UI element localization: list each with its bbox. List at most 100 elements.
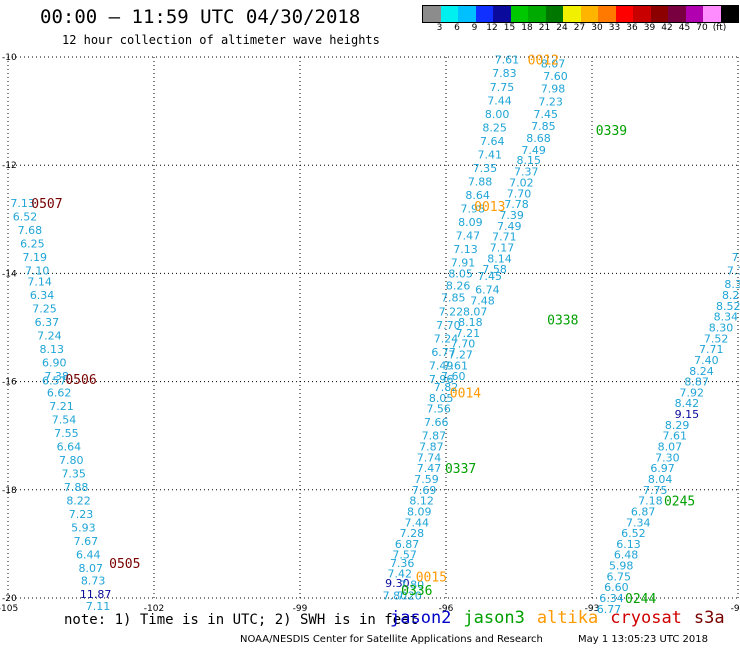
wave-height-label: 6.87 (395, 538, 420, 551)
track-label: 0336 (401, 584, 432, 599)
wave-height-label: 6.37 (35, 316, 60, 329)
wave-height-label: 7.92 (680, 386, 705, 399)
wave-height-label: 7.57 (392, 549, 417, 562)
color-scale-label: 12 (486, 23, 498, 33)
wave-height-label: 8.09 (407, 505, 432, 518)
y-tick-label: -18 (2, 486, 17, 496)
wave-height-label: 8.18 (458, 316, 483, 329)
wave-height-label: 7.49 (497, 220, 522, 233)
color-scale-label: 33 (608, 23, 621, 33)
wave-height-label: 7.24 (434, 332, 459, 345)
wave-height-label: 8.24 (689, 365, 714, 378)
wave-height-label: 7.70 (507, 187, 532, 200)
wave-height-label: 7.44 (487, 94, 512, 107)
wave-height-label: 7.71 (699, 343, 724, 356)
wave-height-label: 7.39 (499, 209, 524, 222)
track-label: 0245 (664, 495, 695, 510)
wave-height-label: 7.24 (37, 330, 62, 343)
wave-height-label: 8.26 (446, 279, 471, 292)
wave-height-label: 8.22 (66, 495, 91, 508)
color-scale-box (528, 6, 546, 22)
wave-height-label: 7.30 (655, 451, 680, 464)
wave-height-label: 8.2 (722, 289, 740, 302)
wave-height-label: 6.25 (20, 238, 45, 251)
wave-height-label: 6.75 (607, 570, 632, 583)
wave-height-label: 8.30 (709, 322, 734, 335)
wave-height-label: 7.44 (405, 516, 430, 529)
wave-height-label: 8.34 (714, 311, 739, 324)
wave-height-label: 6.48 (614, 549, 639, 562)
wave-height-label: 8.00 (485, 108, 510, 121)
wave-height-label: 8.07 (463, 305, 488, 318)
wave-height-label: 8.87 (684, 376, 709, 389)
wave-height-label: 6.60 (604, 581, 629, 594)
wave-height-label: 7.85 (531, 120, 556, 133)
wave-height-label: 7.58 (482, 263, 507, 276)
color-scale-box (720, 6, 738, 22)
wave-height-label: 6.13 (616, 538, 641, 551)
wave-height-label: 7.80 (59, 454, 84, 467)
wave-height-label: 7.47 (456, 230, 481, 243)
legend-entry-s3a: s3a (693, 608, 725, 628)
wave-height-label: 8.04 (648, 473, 673, 486)
track-label: 0013 (474, 200, 505, 215)
wave-height-label: 7.61 (443, 359, 468, 372)
wave-height-label: 8.07 (541, 57, 566, 70)
wave-height-label: 7.67 (74, 535, 99, 548)
color-scale-label: 27 (573, 23, 586, 33)
wave-height-label: 7.96 (429, 373, 454, 386)
wave-height-label: 7.35 (473, 162, 498, 175)
wave-height-label: 7.21 (456, 327, 481, 340)
track-label: 0244 (625, 592, 656, 607)
color-scale-label: 24 (556, 23, 568, 33)
wave-height-label: 7.36 (390, 557, 415, 570)
wave-height-label: 7.78 (504, 198, 529, 211)
wave-height-label: 7.61 (495, 54, 520, 67)
wave-height-label: 7.8 (732, 251, 740, 264)
wave-height-label: 7.91 (451, 257, 476, 270)
wave-height-label: 7.14 (27, 276, 52, 289)
color-scale-box (580, 6, 598, 22)
wave-height-label: 7.40 (694, 354, 719, 367)
color-scale-labels: 3 6 9 12 15 18 21 24 27 30 33 36 39 42 45 70 (ft) (422, 23, 740, 35)
wave-height-label: 6.97 (650, 462, 675, 475)
wave-height-label: 7.23 (69, 508, 94, 521)
wave-height-label: 7.52 (704, 332, 729, 345)
legend-entry-altika: altika (536, 608, 599, 628)
wave-height-label: 7.69 (412, 484, 437, 497)
wave-height-label: 6.87 (631, 505, 656, 518)
wave-height-label: 7.87 (422, 430, 447, 443)
color-scale-box (440, 6, 458, 22)
wave-height-label: 7.70 (436, 319, 461, 332)
y-tick-label: -20 (2, 594, 17, 604)
wave-height-label: 7.71 (492, 231, 517, 244)
track-label: 0506 (65, 373, 96, 388)
wave-height-label: 8.29 (665, 419, 690, 432)
wave-height-label: 8.52 (716, 300, 740, 313)
wave-height-label: 11.87 (80, 588, 112, 601)
wave-height-label: 6.64 (57, 441, 82, 454)
wave-height-label: 7.55 (54, 427, 79, 440)
wave-height-label: 8.09 (458, 216, 483, 229)
color-scale-label: 15 (503, 23, 516, 33)
color-scale-bar (422, 5, 739, 23)
color-scale-box (423, 6, 441, 22)
wave-height-label: 7.49 (429, 359, 454, 372)
wave-height-label: 8.73 (81, 575, 106, 588)
color-scale-box (615, 6, 633, 22)
wave-height-label: 6.57 (42, 375, 67, 388)
wave-height-label: 8.12 (409, 495, 434, 508)
wave-height-label: 7.48 (470, 294, 495, 307)
color-scale-label: 42 (661, 23, 673, 33)
wave-height-label: 7.22 (439, 305, 464, 318)
wave-height-label: 6.77 (597, 603, 622, 616)
wave-height-label: 7.34 (626, 516, 651, 529)
wave-height-label: 8.05 (429, 392, 454, 405)
track-label: 0015 (416, 570, 447, 585)
color-scale-box (650, 6, 668, 22)
wave-height-label: 7.60 (543, 70, 568, 83)
wave-height-label: 7.28 (400, 527, 425, 540)
chart-title: 00:00 – 11:59 UTC 04/30/2018 (40, 6, 361, 28)
wave-height-label: 7.56 (426, 403, 451, 416)
